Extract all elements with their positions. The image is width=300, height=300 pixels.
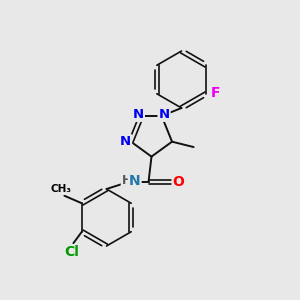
Text: H: H [122, 174, 131, 188]
Text: F: F [211, 86, 220, 100]
Text: N: N [129, 174, 140, 188]
Text: CH₃: CH₃ [50, 184, 71, 194]
Text: N: N [158, 108, 169, 121]
Text: N: N [120, 135, 131, 148]
Text: N: N [133, 108, 144, 121]
Text: Cl: Cl [64, 245, 80, 259]
Text: O: O [172, 175, 184, 189]
